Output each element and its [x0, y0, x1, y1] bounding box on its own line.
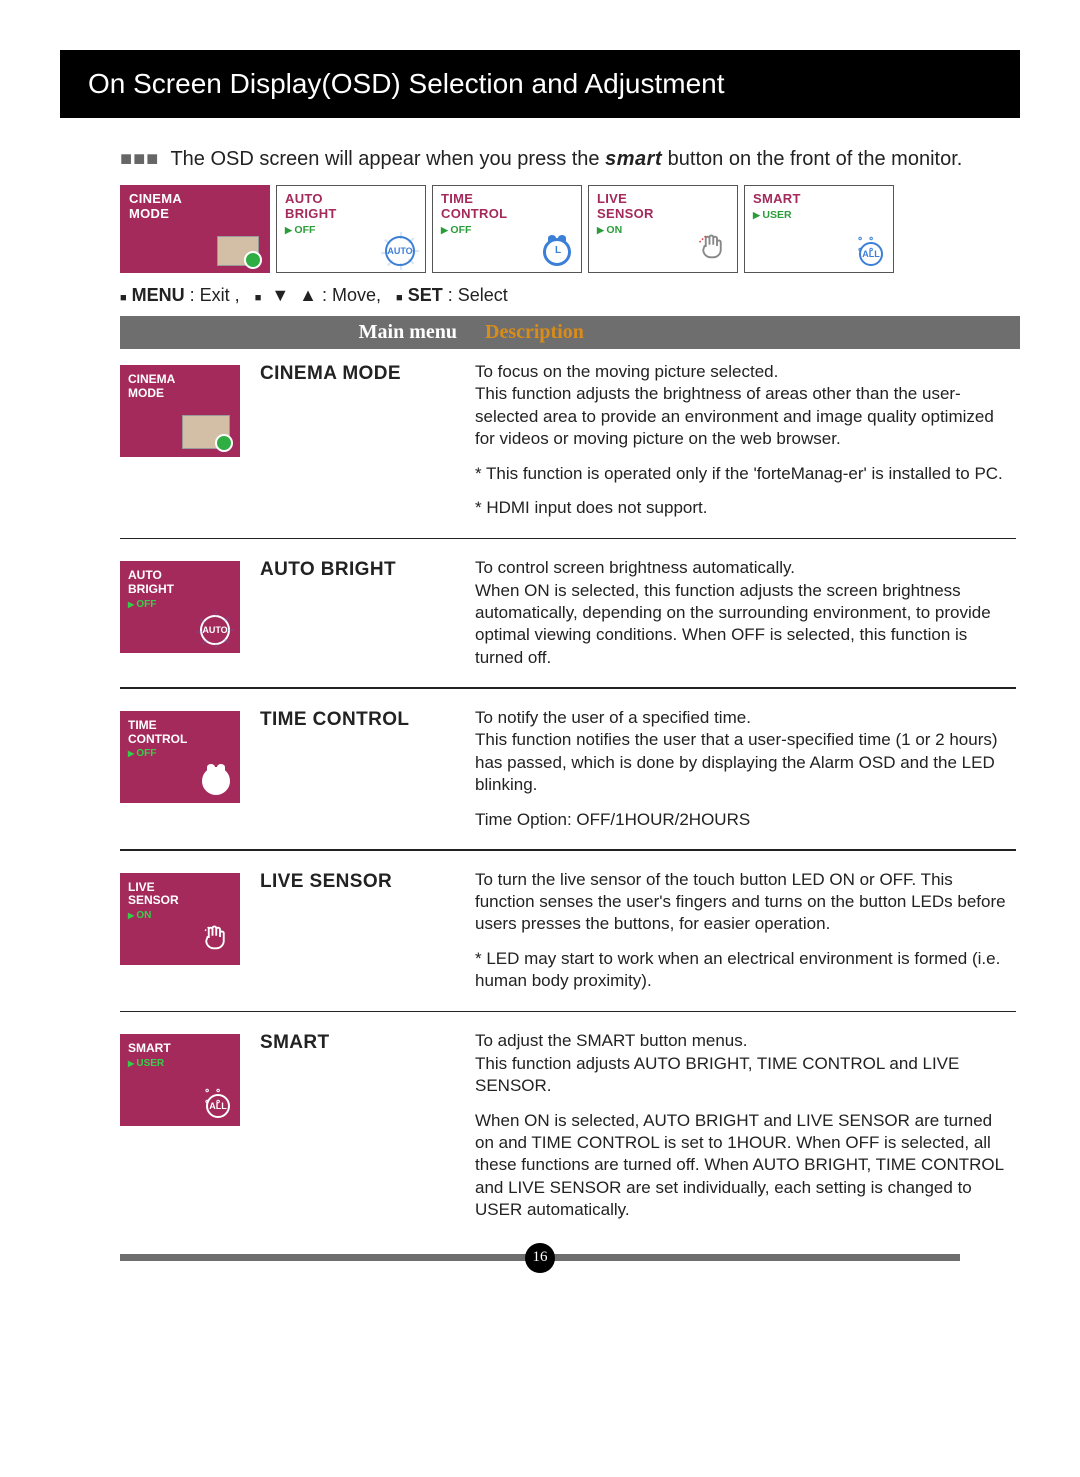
osd-nav-hints: ■ MENU : Exit , ■ ▼ ▲ : Move, ■ SET : Se… [120, 285, 1020, 306]
tile-label: AUTOBRIGHT [285, 192, 417, 222]
section-thumb: SMART USER ∘ ∘ ∘ ∘ALL [120, 1034, 240, 1126]
desc-paragraph: To adjust the SMART button menus.This fu… [475, 1030, 1012, 1097]
col-description: Description [475, 316, 1020, 349]
section-label: TIME CONTROL [260, 707, 475, 831]
desc-paragraph: To control screen brightness automatical… [475, 557, 1012, 669]
bullet-decor: ■■■ [120, 148, 159, 170]
autobright-icon: AUTO [200, 615, 230, 645]
page-title: On Screen Display(OSD) Selection and Adj… [60, 50, 1020, 118]
desc-paragraph: To notify the user of a specified time.T… [475, 707, 1012, 797]
sun-icon: AUTO [385, 236, 415, 266]
thumb-label: TIMECONTROL [128, 719, 232, 747]
section-label: CINEMA MODE [260, 361, 475, 520]
page-number: 16 [525, 1243, 555, 1273]
tile-status: USER [753, 209, 885, 221]
menu-section: SMARTUSER∘ ∘ ∘ ∘ALLSMARTTo adjust the SM… [120, 1018, 1020, 1234]
section-thumb: LIVESENSORON [120, 873, 240, 965]
desc-paragraph: * LED may start to work when an electric… [475, 948, 1012, 993]
desc-paragraph: * HDMI input does not support. [475, 497, 1012, 519]
tile-cinema-mode: CINEMAMODE [120, 185, 270, 273]
clock-icon: L [543, 238, 571, 266]
section-divider [120, 1011, 1016, 1013]
section-thumb: CINEMAMODE [120, 365, 240, 457]
tile-time-control: TIMECONTROL OFF L [432, 185, 582, 273]
thumb-label: LIVESENSOR [128, 881, 232, 909]
tile-label: LIVESENSOR [597, 192, 729, 222]
section-description: To notify the user of a specified time.T… [475, 707, 1020, 831]
section-description: To adjust the SMART button menus.This fu… [475, 1030, 1020, 1222]
thumb-label: AUTOBRIGHT [128, 569, 232, 597]
desc-paragraph: When ON is selected, AUTO BRIGHT and LIV… [475, 1110, 1012, 1222]
thumb-status: OFF [128, 748, 232, 759]
cinema-icon [182, 415, 230, 449]
bulb-icon: ∘ ∘ ∘ ∘ALL [859, 242, 883, 266]
cinema-icon [217, 236, 259, 266]
desc-paragraph: * This function is operated only if the … [475, 463, 1012, 485]
thumb-status: USER [128, 1058, 232, 1069]
tile-auto-bright: AUTOBRIGHT OFF AUTO [276, 185, 426, 273]
section-description: To focus on the moving picture selected.… [475, 361, 1020, 520]
hand-icon [697, 231, 727, 266]
menu-section: AUTOBRIGHT OFF AUTO AUTO BRIGHTTo control s… [120, 545, 1020, 681]
tile-live-sensor: LIVESENSOR ON [588, 185, 738, 273]
desc-paragraph: To turn the live sensor of the touch but… [475, 869, 1012, 936]
thumb-status: ON [128, 910, 232, 921]
menu-section: TIMECONTROLOFF L TIME CONTROLTo notify the… [120, 695, 1020, 843]
tile-label: CINEMAMODE [129, 192, 261, 222]
tile-label: SMART [753, 192, 885, 207]
desc-paragraph: Time Option: OFF/1HOUR/2HOURS [475, 809, 1012, 831]
thumb-label: CINEMAMODE [128, 373, 232, 401]
section-description: To turn the live sensor of the touch but… [475, 869, 1020, 993]
section-divider [120, 849, 1016, 851]
tile-label: TIMECONTROL [441, 192, 573, 222]
intro-suffix: button on the front of the monitor. [668, 148, 963, 170]
thumb-label: SMART [128, 1042, 232, 1056]
menu-section: CINEMAMODE CINEMA MODETo focus on the mov… [120, 349, 1020, 532]
col-main-menu: Main menu [120, 316, 475, 349]
tile-smart: SMART USER ∘ ∘ ∘ ∘ALL [744, 185, 894, 273]
menu-section: LIVESENSORONLIVE SENSORTo turn the live … [120, 857, 1020, 1005]
section-thumb: AUTOBRIGHT OFF AUTO [120, 561, 240, 653]
intro-text: ■■■ The OSD screen will appear when you … [120, 146, 1020, 173]
clock-icon: L [202, 767, 230, 795]
hand-icon [200, 922, 230, 957]
section-label: LIVE SENSOR [260, 869, 475, 993]
intro-prefix: The OSD screen will appear when you pres… [170, 148, 599, 170]
section-thumb: TIMECONTROLOFF L [120, 711, 240, 803]
section-description: To control screen brightness automatical… [475, 557, 1020, 669]
section-label: SMART [260, 1030, 475, 1222]
section-divider [120, 538, 1016, 540]
desc-paragraph: To focus on the moving picture selected.… [475, 361, 1012, 451]
table-header: Main menu Description [120, 316, 1020, 349]
bulb-icon: ∘ ∘ ∘ ∘ALL [206, 1094, 230, 1118]
section-label: AUTO BRIGHT [260, 557, 475, 669]
section-divider [120, 687, 1016, 689]
thumb-status: OFF [128, 599, 232, 610]
smart-logo: smart [605, 148, 662, 170]
osd-tile-row: CINEMAMODE AUTOBRIGHT OFF AUTO TIMECONTR… [120, 185, 1020, 273]
tile-status: OFF [441, 224, 573, 236]
